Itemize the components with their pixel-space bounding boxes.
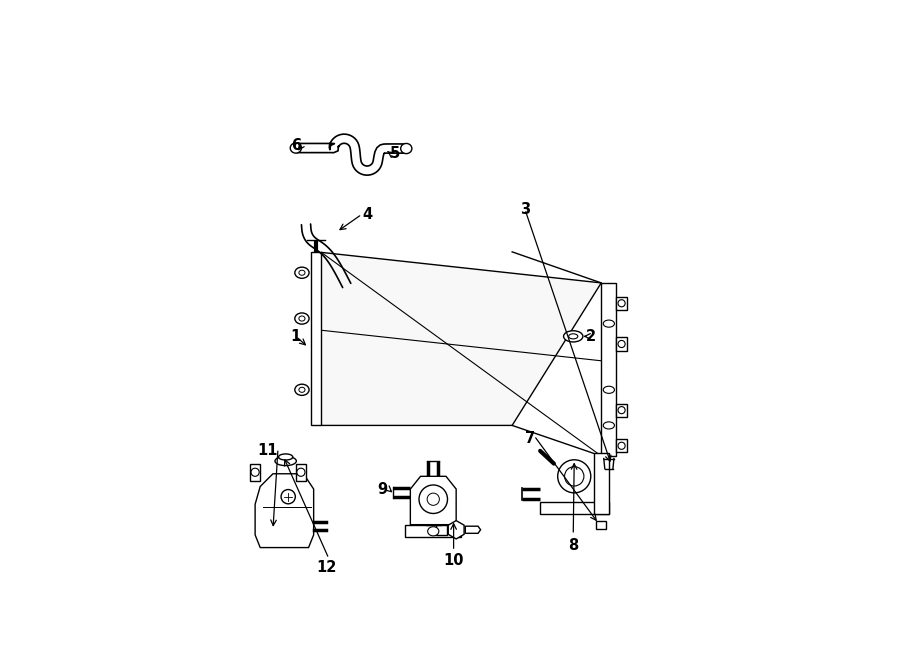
Circle shape [251, 468, 259, 477]
Text: 2: 2 [586, 329, 596, 344]
Ellipse shape [400, 143, 412, 153]
Polygon shape [311, 253, 321, 426]
Polygon shape [405, 525, 462, 537]
Ellipse shape [569, 334, 578, 339]
Polygon shape [321, 253, 601, 426]
Ellipse shape [603, 386, 615, 393]
Circle shape [618, 442, 626, 449]
Polygon shape [296, 463, 306, 481]
Polygon shape [250, 463, 260, 481]
Ellipse shape [275, 457, 296, 465]
Text: 1: 1 [291, 329, 301, 344]
Circle shape [297, 468, 305, 477]
Polygon shape [616, 297, 626, 310]
Polygon shape [448, 521, 464, 539]
Ellipse shape [278, 454, 293, 460]
Text: 12: 12 [316, 561, 337, 576]
Ellipse shape [558, 460, 590, 493]
Polygon shape [616, 403, 626, 417]
Ellipse shape [295, 313, 309, 324]
Polygon shape [436, 525, 447, 535]
Text: 5: 5 [390, 145, 400, 161]
Circle shape [419, 485, 447, 514]
Polygon shape [616, 439, 626, 452]
Text: 7: 7 [525, 431, 535, 446]
Text: 4: 4 [362, 207, 373, 221]
Polygon shape [465, 526, 481, 533]
Text: 10: 10 [444, 553, 464, 568]
Ellipse shape [603, 422, 615, 429]
Polygon shape [601, 283, 617, 456]
Ellipse shape [299, 270, 305, 275]
Ellipse shape [299, 316, 305, 321]
Ellipse shape [428, 527, 439, 536]
Polygon shape [255, 474, 313, 547]
Circle shape [618, 407, 626, 414]
Ellipse shape [603, 320, 615, 327]
Polygon shape [540, 502, 609, 514]
Text: 8: 8 [568, 537, 579, 553]
Ellipse shape [564, 467, 584, 486]
Text: 9: 9 [377, 482, 387, 496]
Ellipse shape [290, 143, 302, 153]
Circle shape [618, 299, 626, 307]
Polygon shape [594, 453, 609, 514]
Text: 3: 3 [520, 202, 530, 217]
Circle shape [428, 493, 439, 505]
Ellipse shape [563, 330, 583, 342]
Polygon shape [616, 337, 626, 350]
Polygon shape [596, 521, 607, 529]
Circle shape [618, 340, 626, 348]
Ellipse shape [299, 387, 305, 393]
Circle shape [281, 490, 295, 504]
Text: 11: 11 [257, 444, 278, 458]
Polygon shape [410, 477, 456, 525]
Ellipse shape [295, 384, 309, 395]
Ellipse shape [295, 267, 309, 278]
Text: 6: 6 [291, 138, 301, 153]
